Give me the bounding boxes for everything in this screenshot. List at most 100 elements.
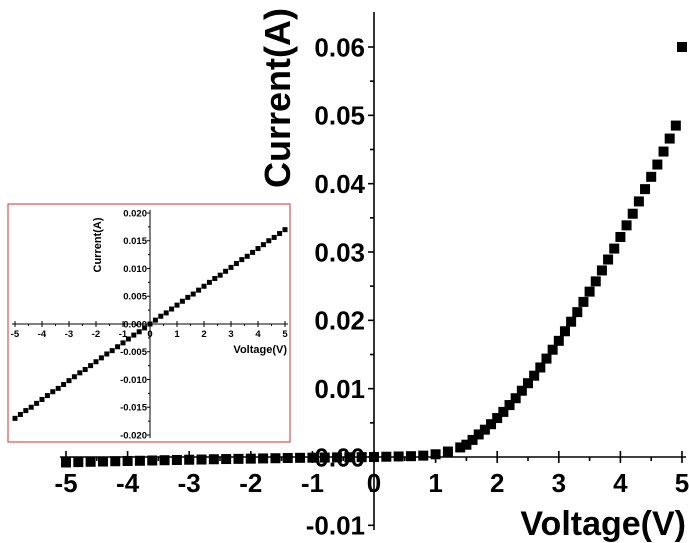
- inset-x-tick-label: -1: [119, 329, 128, 340]
- main-data-point: [572, 307, 583, 318]
- main-data-point: [369, 452, 379, 462]
- inset-data-point: [255, 246, 261, 252]
- inset-chart: -5 -4 -3 -2 -1 0 1 2 3 4 5 -0.020 -0.015 -0.010 -0.005…: [7, 203, 291, 443]
- inset-data-point: [120, 340, 126, 346]
- inset-data-point: [260, 242, 266, 248]
- main-data-point: [510, 393, 521, 404]
- main-data-point: [258, 453, 269, 464]
- inset-data-point: [147, 321, 153, 327]
- main-data-point: [393, 451, 404, 462]
- inset-x-tick-label: -2: [92, 329, 100, 340]
- main-data-point: [332, 452, 343, 463]
- inset-data-point: [125, 336, 131, 342]
- inset-data-point: [34, 400, 40, 406]
- inset-data-point: [23, 408, 29, 414]
- main-data-series: [61, 42, 687, 468]
- inset-x-tick-label: 5: [282, 329, 288, 340]
- main-data-point: [461, 439, 472, 450]
- inset-data-point: [109, 348, 115, 354]
- inset-data-point: [179, 298, 185, 304]
- main-data-point: [492, 413, 503, 424]
- inset-data-point: [131, 332, 137, 338]
- inset-data-point: [158, 313, 164, 319]
- inset-data-point: [136, 329, 142, 335]
- inset-x-tick-label: -3: [65, 329, 73, 340]
- main-y-tick-label: 0.04: [314, 169, 365, 199]
- inset-y-tick-label: -0.020: [120, 430, 147, 441]
- main-data-point: [615, 231, 626, 242]
- main-x-tick-label: 4: [613, 468, 628, 498]
- main-data-point: [541, 353, 552, 364]
- main-data-point: [603, 254, 614, 265]
- inset-y-tick-label: 0.000: [123, 319, 147, 330]
- main-y-tick-label: 0.03: [314, 237, 365, 267]
- main-data-point: [621, 220, 632, 231]
- main-tick-labels: -5-4-3-2-1012345-0.010.000.010.020.030.0…: [54, 32, 689, 540]
- main-data-point: [516, 385, 527, 396]
- inset-data-point: [250, 249, 256, 255]
- main-x-tick-label: -2: [239, 468, 262, 498]
- main-data-point: [584, 286, 595, 297]
- main-data-point: [356, 452, 367, 463]
- inset-data-point: [239, 257, 245, 263]
- main-x-tick-label: 3: [552, 468, 566, 498]
- main-x-tick-label: -1: [301, 468, 324, 498]
- main-data-point: [670, 120, 681, 131]
- inset-data-point: [50, 389, 56, 395]
- main-data-point: [633, 196, 644, 207]
- main-data-point: [307, 452, 318, 463]
- main-data-point: [498, 406, 509, 417]
- main-data-point: [479, 424, 490, 435]
- inset-data-point: [104, 351, 110, 357]
- main-data-point: [418, 450, 429, 461]
- main-data-point: [627, 208, 638, 219]
- main-data-point: [467, 434, 478, 445]
- main-x-tick-label: 1: [428, 468, 442, 498]
- main-data-point: [245, 453, 256, 464]
- main-data-point: [430, 449, 441, 460]
- inset-data-point: [169, 306, 175, 312]
- main-data-point: [344, 452, 355, 463]
- inset-data-point: [233, 261, 239, 267]
- main-data-point: [578, 296, 589, 307]
- inset-tick-labels: -5 -4 -3 -2 -1 0 1 2 3 4 5 -0.020 -0.015 -0.010 -0.005…: [11, 208, 289, 441]
- inset-data-point: [266, 238, 272, 244]
- main-x-tick-label: 0: [367, 468, 381, 498]
- main-y-tick-label: 0.02: [314, 306, 365, 336]
- main-data-point: [97, 456, 108, 467]
- main-x-axis-title: Voltage(V): [520, 505, 686, 543]
- main-y-tick-label: 0.06: [314, 32, 365, 62]
- main-data-point: [609, 243, 620, 254]
- main-data-point: [646, 171, 657, 182]
- main-data-point: [159, 455, 170, 466]
- inset-y-tick-label: 0.010: [123, 264, 147, 275]
- main-data-point: [652, 159, 663, 170]
- main-x-tick-label: -4: [116, 468, 140, 498]
- main-data-point: [566, 316, 577, 327]
- inset-x-tick-label: 3: [228, 329, 233, 340]
- inset-data-point: [142, 325, 148, 331]
- main-y-tick-label: -0.01: [306, 511, 365, 541]
- main-data-point: [295, 452, 306, 463]
- main-data-point: [535, 362, 546, 373]
- inset-data-point: [77, 370, 83, 376]
- main-data-point: [208, 454, 219, 465]
- main-y-tick-label: 0.01: [314, 374, 365, 404]
- inset-data-point: [223, 268, 229, 274]
- main-data-point: [547, 344, 558, 355]
- inset-x-tick-label: 0: [147, 329, 152, 340]
- main-data-point: [73, 457, 84, 468]
- inset-y-tick-label: -0.010: [120, 375, 147, 386]
- main-data-point: [442, 446, 453, 457]
- main-data-point: [529, 370, 540, 381]
- main-data-point: [319, 452, 330, 463]
- main-y-axis-title: Current(A): [257, 8, 298, 188]
- main-data-point: [147, 455, 158, 466]
- inset-x-tick-label: 2: [201, 329, 206, 340]
- inset-data-point: [44, 393, 50, 399]
- inset-data-point: [196, 287, 202, 293]
- main-data-point: [270, 453, 281, 464]
- inset-data-point: [271, 234, 277, 240]
- main-data-point: [85, 456, 96, 467]
- inset-data-point: [98, 355, 104, 361]
